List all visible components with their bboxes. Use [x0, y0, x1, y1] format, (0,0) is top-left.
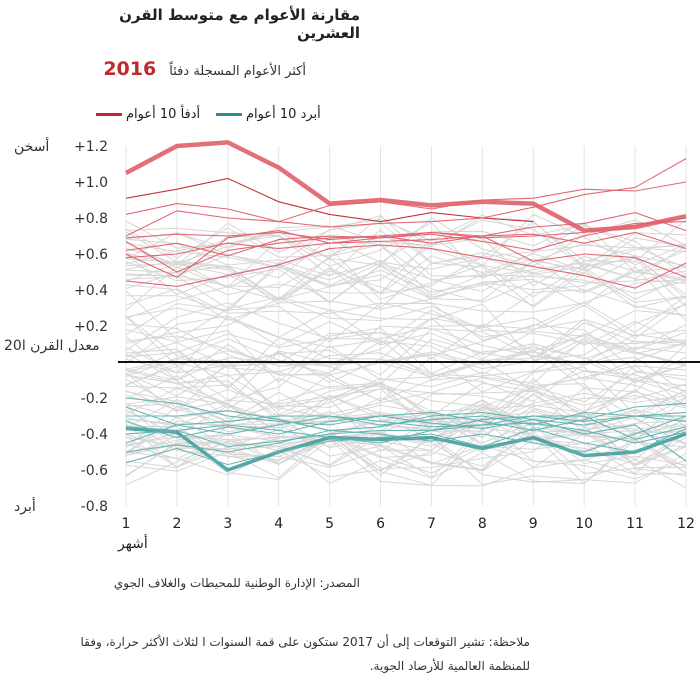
warmest-year-line	[125, 212, 687, 241]
coldest-year-line	[125, 406, 686, 428]
other-year-line	[125, 366, 687, 421]
other-year-line	[125, 217, 687, 267]
legend-coldest: أبرد 10 أعوام	[216, 104, 321, 124]
y-annotation-zero: 20معدل القرن ا	[4, 338, 100, 354]
other-year-line	[125, 358, 687, 416]
other-year-line	[125, 327, 687, 384]
other-year-line	[125, 429, 687, 476]
other-year-line	[125, 216, 687, 268]
other-year-line	[125, 290, 687, 344]
y-annotation-bottom: أبرد	[14, 497, 36, 515]
warmest-year-line	[125, 158, 687, 228]
other-year-line	[125, 343, 687, 401]
warmest-year-line	[125, 244, 687, 289]
warmest-year-line	[125, 181, 687, 237]
coldest-year-line	[125, 415, 687, 453]
other-year-line	[125, 427, 687, 485]
other-year-line	[125, 219, 687, 267]
coldest-year-line	[125, 428, 687, 466]
x-tick-label: 8	[478, 516, 487, 532]
other-year-line	[125, 361, 687, 408]
other-year-line	[125, 315, 687, 364]
other-year-line	[125, 269, 687, 320]
legend-warmest-label: أدفأ 10 أعوام	[126, 106, 201, 122]
coldest-year-line	[125, 411, 687, 444]
y-tick-label: +0.2	[74, 319, 108, 335]
x-tick-label: 9	[529, 516, 538, 532]
y-annotation-top: أسخن	[14, 137, 49, 155]
coldest-year-line	[125, 426, 687, 472]
coldest-year-line	[125, 415, 687, 462]
other-year-line	[125, 318, 687, 361]
other-year-line	[125, 302, 687, 352]
other-year-line	[125, 387, 687, 439]
other-year-line	[125, 315, 687, 370]
coldest-year-line	[125, 397, 687, 431]
line-chart: +1.2 +1.0 +0.8 +0.6 +0.4 +0.2 -0.2 -0.4 -0.6 -0.8…	[4, 137, 700, 552]
other-year-line	[125, 397, 687, 453]
other-year-line	[125, 242, 687, 300]
legend-warmest-swatch	[96, 112, 122, 116]
x-tick-label: 11	[626, 516, 644, 532]
legend: أدفأ 10 أعوام أبرد 10 أعوام	[66, 104, 366, 126]
other-year-line	[125, 237, 687, 296]
warmest-year-line	[125, 217, 687, 279]
x-tick-label: 1	[122, 516, 131, 532]
other-year-line	[125, 390, 687, 446]
highlight-year-label: 2016	[103, 58, 157, 80]
x-tick-label: 10	[575, 516, 593, 532]
coldest-year-line	[126, 410, 687, 431]
other-year-line	[125, 429, 687, 487]
chart-subtitle: أكثر الأعوام المسجلة دفئاً	[169, 64, 306, 79]
y-tick-label: -0.2	[81, 391, 108, 407]
y-tick-label: -0.6	[81, 463, 108, 479]
subtitle-row: أكثر الأعوام المسجلة دفئاً 2016	[66, 58, 306, 80]
footnote: ملاحظة: تشير التوقعات إلى أن 2017 ستكون …	[80, 635, 531, 673]
y-tick-label: -0.8	[81, 499, 108, 515]
x-axis-label: أشهر	[117, 534, 148, 552]
x-tick-label: 2	[172, 516, 181, 532]
y-tick-label: +0.4	[74, 283, 108, 299]
other-year-line	[125, 364, 687, 414]
y-tick-label: +1.0	[74, 175, 108, 191]
coldest-year-line	[125, 415, 687, 444]
other-year-line	[125, 266, 687, 310]
x-tick-label: 6	[376, 516, 385, 532]
other-year-line	[125, 288, 687, 328]
y-tick-label: +1.2	[74, 139, 108, 155]
x-tick-label: 4	[274, 516, 283, 532]
y-tick-label: -0.4	[81, 427, 108, 443]
other-year-line	[125, 378, 687, 426]
other-year-line	[125, 257, 687, 311]
other-year-line	[125, 297, 687, 345]
highlight-2016-line	[124, 140, 687, 233]
x-tick-label: 3	[223, 516, 232, 532]
warmest-year-line	[125, 177, 534, 223]
other-year-line	[125, 375, 687, 432]
legend-coldest-label: أبرد 10 أعوام	[246, 106, 321, 122]
other-year-line	[125, 253, 687, 305]
x-tick-label: 5	[325, 516, 334, 532]
other-year-line	[125, 254, 687, 293]
warmest-year-line	[125, 231, 687, 259]
other-year-line	[125, 429, 687, 480]
y-tick-label: +0.6	[74, 247, 108, 263]
other-year-line	[125, 438, 687, 487]
other-year-line	[125, 317, 687, 367]
x-tick-label: 7	[427, 516, 436, 532]
legend-warmest: أدفأ 10 أعوام	[96, 104, 200, 124]
source-note: المصدر: الإدارة الوطنية للمحيطات والغلاف…	[113, 576, 360, 590]
other-year-line	[125, 350, 687, 402]
other-year-line	[125, 231, 687, 288]
chart-title: مقارنة الأعوام مع متوسط القرن العشرين	[119, 6, 360, 42]
other-year-line	[125, 391, 687, 446]
other-year-line	[125, 323, 687, 376]
x-tick-label: 12	[677, 516, 695, 532]
other-year-line	[125, 387, 687, 433]
y-tick-label: +0.8	[74, 211, 108, 227]
legend-coldest-swatch	[216, 112, 242, 116]
